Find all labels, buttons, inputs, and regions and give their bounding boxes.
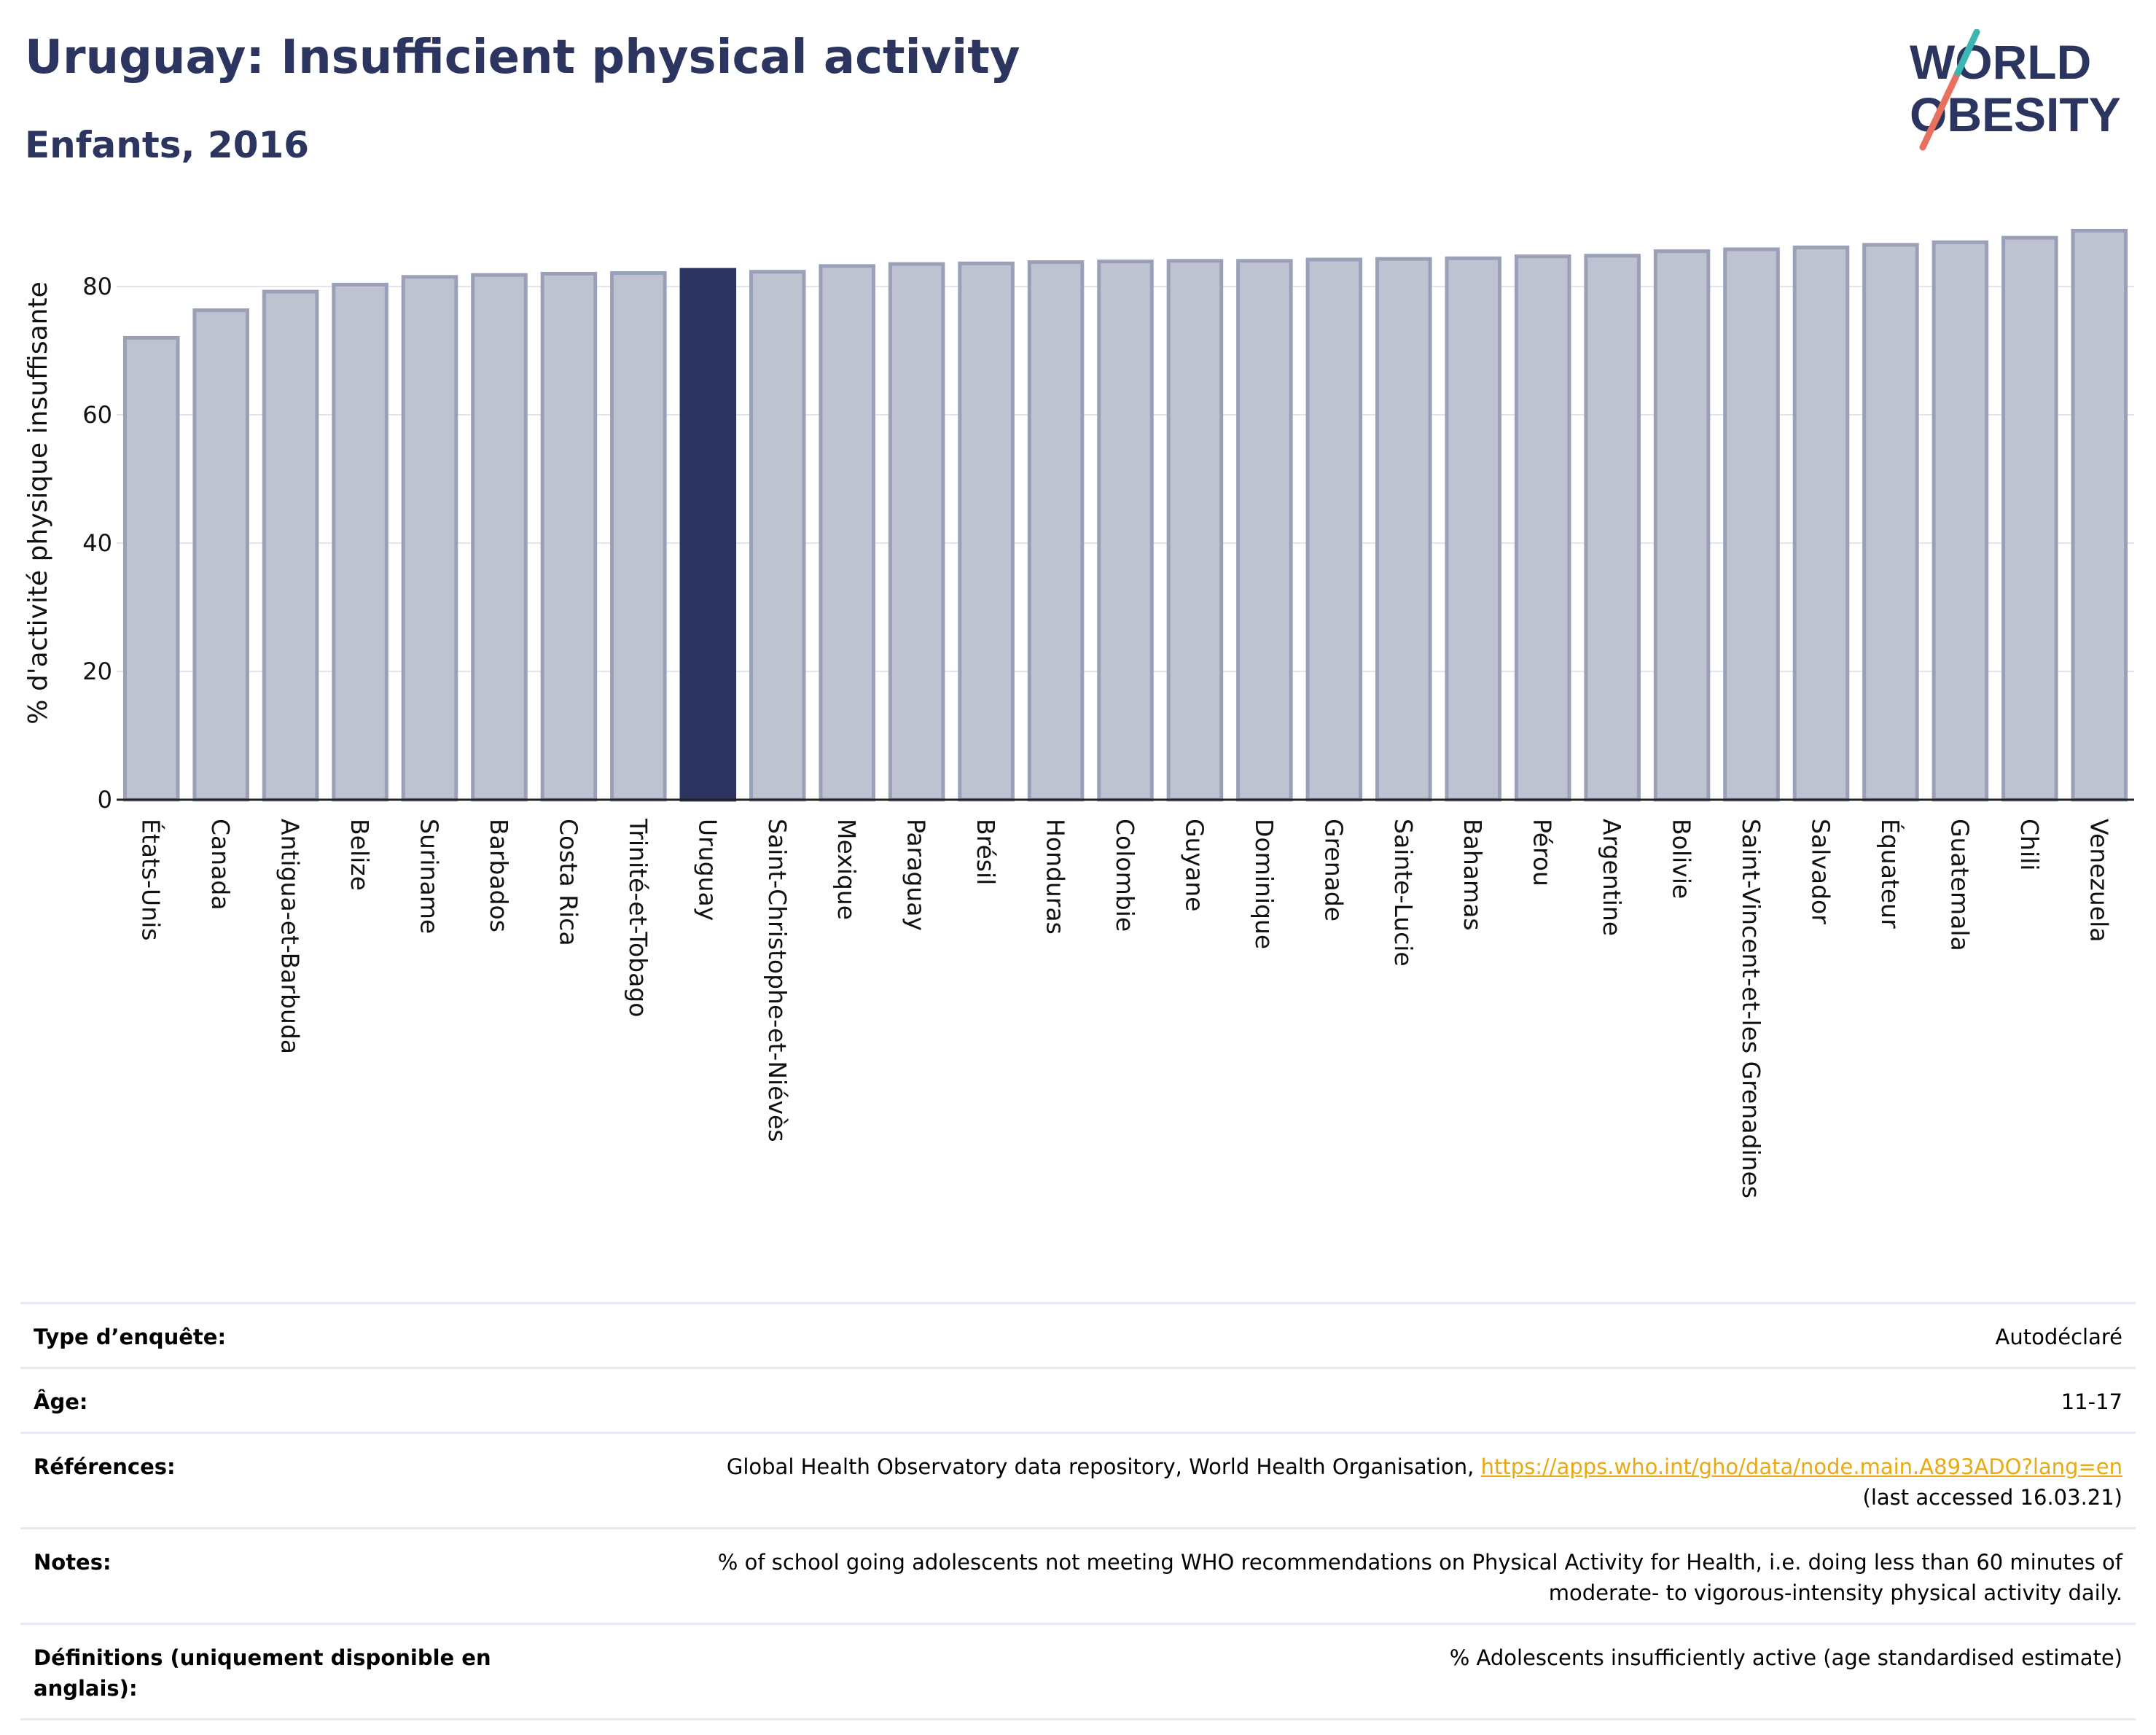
info-row-notes: Notes: % of school going adolescents not…	[20, 1527, 2136, 1623]
y-tick-label: 20	[82, 658, 112, 685]
x-tick-label: États-Unis	[137, 819, 166, 940]
info-table: Type d’enquête: Autodéclaré Âge: 11-17 R…	[20, 1302, 2136, 1720]
bar-Costa Rica	[540, 271, 598, 802]
bar-Dominique	[1236, 259, 1293, 802]
bar-Paraguay	[888, 262, 945, 802]
logo-slash-upper	[1954, 29, 1980, 77]
notes-value: % of school going adolescents not meetin…	[718, 1547, 2122, 1608]
notes-line1: % of school going adolescents not meetin…	[717, 1550, 2122, 1575]
axes: 0 20 40 60 80 États-Unis Canada Antigua-et-Barb…	[82, 273, 2134, 1198]
x-tick-label: Équateur	[1876, 819, 1905, 929]
bar-Canada	[192, 308, 249, 802]
bar-Colombie	[1097, 260, 1154, 802]
bar-Bahamas	[1445, 256, 1502, 802]
x-tick-label: Bolivie	[1668, 819, 1696, 899]
survey-value: Autodéclaré	[1995, 1325, 2122, 1349]
x-tick-label: Mexique	[832, 819, 861, 920]
bar-Trinité-et-Tobago	[610, 271, 667, 802]
definitions-value: % Adolescents insufficiently active (age…	[1449, 1645, 2122, 1670]
x-tick-label: Grenade	[1319, 819, 1348, 921]
x-tick-label: Paraguay	[902, 819, 931, 931]
x-tick-label: Uruguay	[693, 819, 722, 921]
y-tick-label: 60	[82, 401, 112, 429]
x-tick-label: Guyane	[1180, 819, 1208, 911]
bar-Honduras	[1027, 260, 1085, 802]
x-tick-label: Suriname	[415, 819, 444, 934]
bar-Grenade	[1305, 257, 1363, 802]
bar-chart: 0 20 40 60 80 États-Unis Canada Antigua-et-Barb…	[23, 228, 2134, 1198]
x-tick-label: Sainte-Lucie	[1389, 819, 1418, 967]
y-tick-label: 0	[98, 786, 112, 814]
references-text: Global Health Observatory data repositor…	[726, 1454, 1475, 1479]
world-obesity-logo: WORLD OBESITY	[1910, 29, 2121, 151]
x-tick-label: Canada	[206, 819, 235, 911]
x-tick-label: Saint-Vincent-et-les Grenadines	[1737, 819, 1765, 1198]
bar-Suriname	[401, 275, 458, 802]
x-tick-label: Belize	[345, 819, 374, 891]
age-label: Âge:	[34, 1389, 88, 1414]
bar-Venezuela	[2071, 228, 2128, 802]
references-accessed: (last accessed 16.03.21)	[1862, 1485, 2122, 1510]
info-row-survey: Type d’enquête: Autodéclaré	[20, 1302, 2136, 1367]
bar-Mexique	[819, 264, 875, 802]
bar-Brésil	[958, 261, 1015, 802]
x-tick-label: Trinité-et-Tobago	[624, 818, 652, 1017]
x-tick-label: Chili	[2015, 819, 2044, 870]
x-tick-label: Salvador	[1806, 819, 1835, 924]
references-label: Références:	[34, 1454, 176, 1479]
x-tick-label: Venezuela	[2085, 819, 2113, 942]
notes-label: Notes:	[34, 1550, 112, 1575]
survey-label: Type d’enquête:	[34, 1325, 227, 1349]
definitions-label: Définitions (uniquement disponible en an…	[34, 1645, 491, 1701]
info-row-references: Références: Global Health Observatory da…	[20, 1432, 2136, 1527]
bar-Argentine	[1584, 254, 1641, 802]
info-row-age: Âge: 11-17	[20, 1367, 2136, 1432]
x-tick-label: Colombie	[1111, 819, 1139, 932]
references-value: Global Health Observatory data repositor…	[727, 1451, 2122, 1513]
bar-Uruguay	[679, 268, 737, 802]
logo-slash-lower	[1919, 69, 1961, 151]
bar-Antigua-et-Barbuda	[262, 289, 319, 802]
references-link[interactable]: https://apps.who.int/gho/data/node.main.…	[1480, 1454, 2122, 1479]
x-tick-label: Pérou	[1528, 819, 1557, 886]
bar-Chili	[2001, 235, 2058, 802]
bar-Saint-Christophe-et-Niévès	[749, 270, 806, 802]
bar-Belize	[332, 282, 388, 802]
x-tick-label: Barbados	[485, 819, 513, 932]
age-value: 11-17	[2061, 1389, 2122, 1414]
x-tick-label: Guatemala	[1945, 819, 1974, 951]
bar-Salvador	[1792, 245, 1850, 802]
bar-Guatemala	[1932, 240, 1989, 802]
bar-Bolivie	[1653, 249, 1711, 802]
x-tick-label: Bahamas	[1458, 819, 1487, 931]
x-tick-label: Honduras	[1042, 819, 1070, 935]
bar-Pérou	[1514, 254, 1571, 802]
bars	[122, 228, 2128, 802]
x-tick-label: Dominique	[1250, 819, 1278, 949]
bar-Équateur	[1862, 243, 1919, 802]
x-tick-label: Saint-Christophe-et-Niévès	[763, 819, 792, 1142]
x-tick-label: Argentine	[1598, 819, 1626, 936]
page-subtitle: Enfants, 2016	[25, 124, 310, 166]
info-row-definitions: Définitions (uniquement disponible en an…	[20, 1623, 2136, 1720]
x-tick-label: Costa Rica	[554, 819, 582, 946]
y-tick-label: 40	[82, 529, 112, 557]
bar-États-Unis	[122, 335, 180, 802]
y-axis-label: % d'activité physique insuffisante	[23, 281, 53, 724]
bar-Sainte-Lucie	[1375, 257, 1432, 802]
y-tick-label: 80	[82, 273, 112, 300]
page-title: Uruguay: Insufficient physical activity	[25, 31, 1020, 85]
bar-Guyane	[1166, 259, 1224, 802]
x-tick-label: Antigua-et-Barbuda	[276, 819, 305, 1054]
x-tick-label: Brésil	[972, 819, 1000, 885]
bar-Saint-Vincent-et-les Grenadines	[1723, 247, 1780, 802]
bar-Barbados	[471, 273, 528, 802]
notes-line2: moderate- to vigorous-intensity physical…	[1548, 1580, 2122, 1605]
logo-line1: WORLD	[1910, 35, 2091, 89]
